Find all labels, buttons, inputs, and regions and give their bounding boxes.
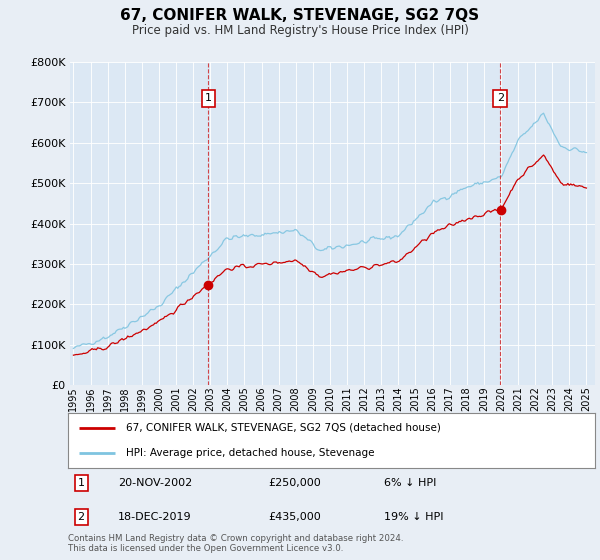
Text: 1: 1 <box>77 478 85 488</box>
Text: HPI: Average price, detached house, Stevenage: HPI: Average price, detached house, Stev… <box>126 448 374 458</box>
Text: 2: 2 <box>497 94 504 104</box>
Text: £250,000: £250,000 <box>268 478 321 488</box>
Text: 67, CONIFER WALK, STEVENAGE, SG2 7QS (detached house): 67, CONIFER WALK, STEVENAGE, SG2 7QS (de… <box>126 423 441 433</box>
Text: 67, CONIFER WALK, STEVENAGE, SG2 7QS: 67, CONIFER WALK, STEVENAGE, SG2 7QS <box>121 8 479 24</box>
Text: Contains HM Land Registry data © Crown copyright and database right 2024.
This d: Contains HM Land Registry data © Crown c… <box>68 534 404 553</box>
Text: 6% ↓ HPI: 6% ↓ HPI <box>384 478 437 488</box>
Text: £435,000: £435,000 <box>268 512 321 522</box>
Text: 20-NOV-2002: 20-NOV-2002 <box>118 478 193 488</box>
Text: 2: 2 <box>77 512 85 522</box>
Text: Price paid vs. HM Land Registry's House Price Index (HPI): Price paid vs. HM Land Registry's House … <box>131 24 469 36</box>
Text: 18-DEC-2019: 18-DEC-2019 <box>118 512 191 522</box>
Text: 1: 1 <box>205 94 212 104</box>
Text: 19% ↓ HPI: 19% ↓ HPI <box>384 512 444 522</box>
